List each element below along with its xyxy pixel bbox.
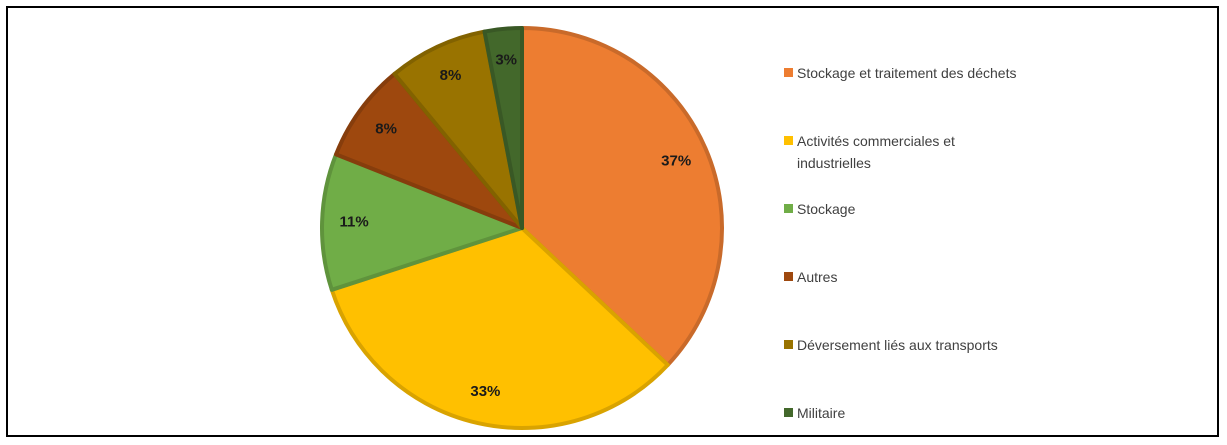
chart-frame: 37% 33% 11% 8% 8% 3% Stockage et traitement d… [6, 6, 1219, 437]
legend-label: Activités commerciales et industrielles [797, 133, 955, 171]
slice-data-label: 8% [440, 67, 462, 84]
legend-label: Stockage [797, 201, 856, 217]
pie-slice [329, 226, 670, 430]
legend-label: Militaire [797, 405, 846, 421]
legend-swatch [784, 408, 793, 417]
legend-item-autres: Autres [784, 266, 1017, 288]
pie-slice [520, 26, 724, 367]
slice-data-label: 11% [339, 214, 368, 231]
legend-label: Déversement liés aux transports [797, 337, 998, 353]
legend-swatch [784, 68, 793, 77]
legend-item-deversement: Déversement liés aux transports [784, 334, 1017, 356]
slice-data-label: 8% [375, 120, 397, 137]
legend-item-activites: Activités commerciales et industrielles [784, 130, 1017, 174]
pie-slice [482, 26, 524, 230]
legend-swatch [784, 136, 793, 145]
legend-label: Stockage et traitement des déchets [797, 65, 1017, 81]
legend-item-stockage: Stockage [784, 198, 1017, 220]
legend-item-militaire: Militaire [784, 402, 1017, 424]
legend-swatch [784, 272, 793, 281]
legend-item-stockage-traitement: Stockage et traitement des déchets [784, 62, 1017, 84]
slice-data-label: 33% [470, 383, 500, 400]
slice-data-label: 37% [661, 152, 691, 169]
slice-data-label: 3% [495, 52, 517, 69]
legend-swatch [784, 204, 793, 213]
legend-swatch [784, 340, 793, 349]
pie-slice [320, 152, 524, 292]
legend-label: Autres [797, 269, 838, 285]
pie-chart: 37% 33% 11% 8% 8% 3% [320, 26, 724, 430]
